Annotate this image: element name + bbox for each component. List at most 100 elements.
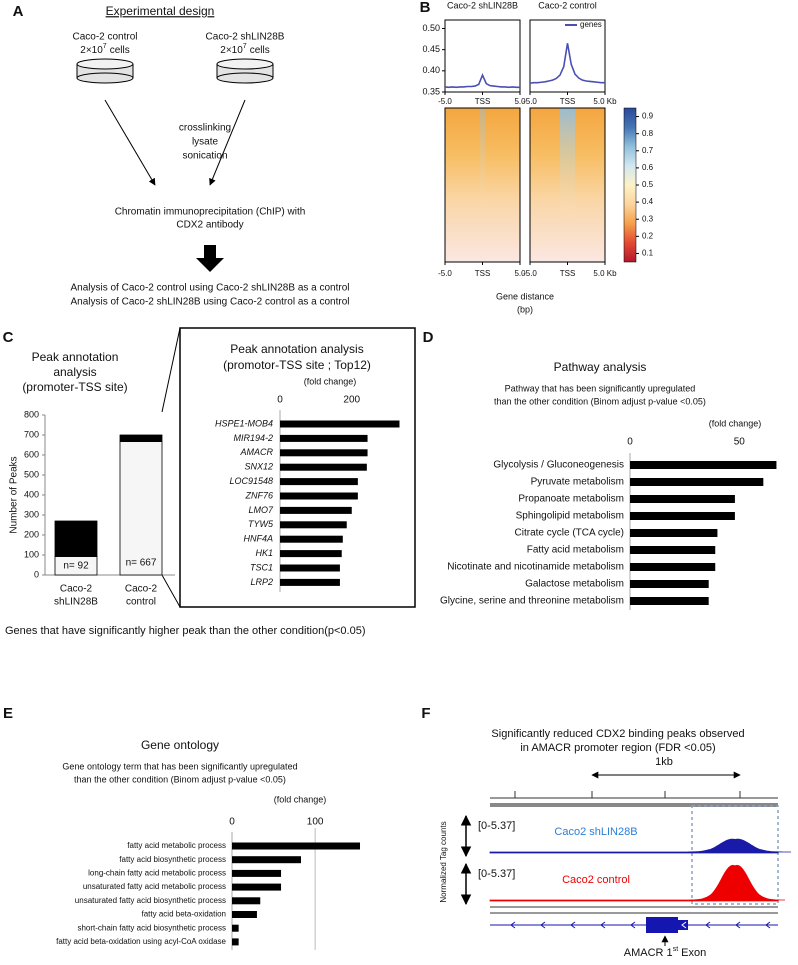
colorbar-tick-label: 0.5	[642, 180, 654, 189]
category-label: AMACR	[239, 447, 273, 457]
bar	[280, 578, 340, 586]
plot-frame	[444, 19, 521, 93]
panel-label: C	[3, 329, 14, 346]
chip-text: Chromatin immunoprecipitation (ChIP) wit…	[115, 207, 306, 218]
chart-title: Peak annotation	[32, 350, 119, 364]
dish	[76, 58, 134, 84]
step-text: crosslinking	[179, 123, 231, 134]
strand-marks	[510, 921, 771, 929]
category-label: TYW5	[248, 519, 274, 529]
bar	[280, 449, 368, 457]
bar	[232, 883, 282, 891]
x-axis-label: (fold change)	[304, 376, 357, 386]
y-tick-label: 500	[24, 469, 39, 479]
zoom-line	[161, 327, 181, 413]
chart-subtitle: than the other condition (Binom adjust p…	[74, 774, 286, 784]
x-tick-label: -5.0	[523, 97, 537, 106]
track-title: Significantly reduced CDX2 binding peaks…	[491, 728, 744, 740]
dish	[216, 58, 274, 84]
category-label: Pyruvate metabolism	[531, 477, 624, 488]
category-label: LRP2	[250, 577, 273, 587]
category-label: SNX12	[244, 462, 273, 472]
bar	[630, 461, 777, 469]
category-label: TSC1	[250, 562, 273, 572]
y-tick-label: 100	[24, 549, 39, 559]
count-unit: cells	[110, 45, 130, 56]
category-label: fatty acid metabolic process	[127, 841, 226, 850]
bar	[630, 529, 718, 537]
y-axis-label: Number of Peaks	[9, 456, 20, 533]
bar	[280, 535, 343, 543]
bar	[280, 434, 368, 442]
track-separator	[490, 906, 778, 908]
y-tick-label: 200	[24, 529, 39, 539]
y-tick-label: 0.35	[422, 86, 440, 96]
chart-title: (promotor-TSS site ; Top12)	[223, 358, 371, 372]
panel-label: F	[421, 705, 430, 722]
arrow	[209, 99, 246, 186]
x-tick-label: 5.0 Kb	[593, 97, 617, 106]
zoom-line	[161, 574, 181, 608]
category-label: Glycolysis / Gluconeogenesis	[493, 460, 624, 471]
colorbar-tick-label: 0.3	[642, 214, 654, 223]
exon	[646, 917, 678, 933]
chart-subtitle: than the other condition (Binom adjust p…	[494, 396, 706, 406]
bar	[630, 597, 709, 605]
count-base: 2×10	[220, 45, 243, 56]
y-tick-label: 0.45	[422, 44, 440, 54]
chart-subtitle: Gene ontology term that has been signifi…	[62, 761, 297, 771]
category-label: LMO7	[248, 505, 274, 515]
colorbar-tick-label: 0.9	[642, 112, 654, 121]
ruler	[490, 791, 778, 799]
category-label: Propanoate metabolism	[518, 494, 624, 505]
category-label: Fatty acid metabolism	[527, 545, 624, 556]
x-axis-label: (bp)	[517, 304, 533, 314]
track-separator	[490, 912, 778, 914]
x-tick-label: Caco-2	[125, 584, 158, 595]
bar	[630, 478, 764, 486]
exon-label-part: AMACR 1	[624, 947, 673, 959]
colorbar-tick-label: 0.2	[642, 231, 654, 240]
x-tick-label: -5.0	[523, 269, 537, 278]
bar	[232, 897, 261, 905]
x-tick-label: TSS	[560, 269, 576, 278]
x-tick-label: 0	[229, 817, 235, 828]
x-tick-label: 0	[277, 395, 283, 406]
category-label: fatty acid biosynthetic process	[119, 855, 226, 864]
category-label: long-chain fatty acid metabolic process	[88, 869, 226, 878]
x-tick-label: 5.0	[514, 269, 526, 278]
bar	[280, 420, 400, 428]
category-label: fatty acid beta-oxidation using acyl-CoA…	[56, 937, 226, 946]
y-tick-label: 0	[34, 569, 39, 579]
x-tick-label: 5.0 Kb	[593, 269, 617, 278]
track-range: [0-5.37]	[478, 868, 515, 880]
x-axis-label: (fold change)	[274, 794, 327, 804]
count-base: 2×10	[80, 45, 103, 56]
bar	[630, 563, 716, 571]
chart-title: Gene ontology	[141, 738, 219, 752]
x-tick-label: 5.0	[514, 97, 526, 106]
bar	[232, 924, 239, 932]
y-tick-label: 600	[24, 449, 39, 459]
chip-text: CDX2 antibody	[176, 220, 243, 231]
bar	[232, 869, 282, 877]
bar	[232, 842, 361, 850]
x-axis-label: Gene distance	[496, 291, 554, 301]
exon-label: AMACR 1st Exon	[624, 946, 706, 959]
scale-label: 1kb	[655, 756, 673, 768]
bar	[630, 495, 735, 503]
highlight-box	[691, 805, 779, 905]
panel-label: A	[13, 3, 24, 20]
track-y-label: Normalized Tag counts	[439, 821, 448, 902]
arrow	[104, 99, 156, 186]
bar	[280, 478, 358, 486]
x-tick-label: 100	[307, 817, 324, 828]
chart-title: Peak annotation analysis	[230, 342, 363, 356]
heatmap-stripe	[560, 108, 575, 218]
category-label: ZNF76	[244, 490, 273, 500]
colorbar-tick-label: 0.6	[642, 163, 654, 172]
category-label: Citrate cycle (TCA cycle)	[515, 528, 624, 539]
x-tick-label: -5.0	[438, 97, 452, 106]
count-exp: 7	[103, 43, 107, 50]
track-name: Caco2 control	[562, 874, 630, 886]
